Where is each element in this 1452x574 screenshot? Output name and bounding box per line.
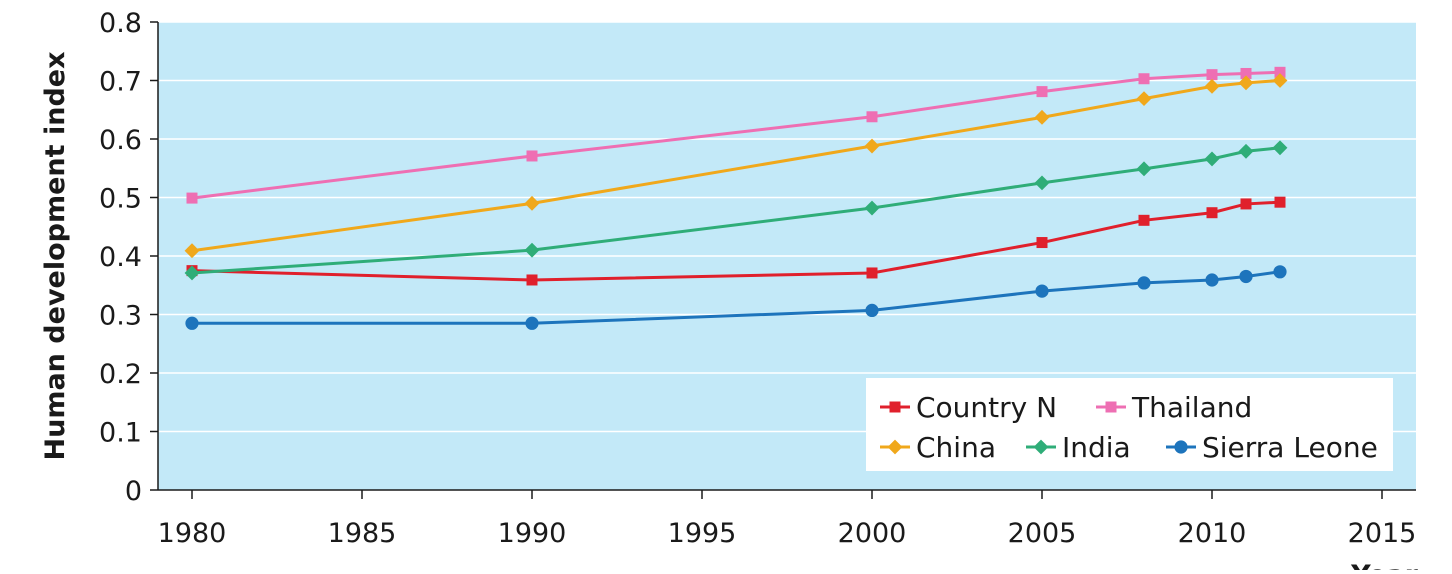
x-tick-label: 2005 bbox=[1008, 518, 1077, 549]
axes: 0 0.1 0.2 0.3 0.4 0.5 0.6 0.7 0.8 1980 1985 1990 199… bbox=[99, 8, 1416, 549]
data-point bbox=[1205, 273, 1219, 287]
y-tick-label: 0.4 bbox=[99, 242, 142, 273]
y-tick-label: 0.5 bbox=[99, 184, 142, 215]
data-point bbox=[526, 274, 538, 286]
data-point bbox=[1272, 140, 1288, 156]
y-tick-label: 0.3 bbox=[99, 301, 142, 332]
series-layer bbox=[184, 66, 1288, 330]
x-tick-label: 1980 bbox=[158, 518, 227, 549]
legend-item-sierra-leone: Sierra Leone bbox=[1166, 431, 1378, 464]
y-tick-label: 0.8 bbox=[99, 8, 142, 39]
legend-label: Sierra Leone bbox=[1202, 431, 1378, 464]
legend-item-thailand: Thailand bbox=[1096, 391, 1252, 424]
data-point bbox=[1206, 69, 1218, 81]
series-china bbox=[184, 73, 1288, 259]
data-point bbox=[1274, 66, 1286, 78]
data-point bbox=[1238, 143, 1254, 159]
y-tick-label: 0.1 bbox=[99, 418, 142, 449]
data-point bbox=[186, 192, 198, 204]
y-tick-label: 0.7 bbox=[99, 67, 142, 98]
data-point bbox=[865, 303, 879, 318]
data-point bbox=[1136, 161, 1152, 177]
legend-swatch-marker bbox=[1174, 440, 1188, 454]
data-point bbox=[1206, 207, 1218, 219]
x-tick-label: 2015 bbox=[1348, 518, 1417, 549]
series-india bbox=[184, 140, 1288, 281]
data-point bbox=[1138, 214, 1150, 226]
data-point bbox=[1238, 75, 1254, 91]
data-point bbox=[524, 242, 540, 258]
x-tick-label: 2010 bbox=[1178, 518, 1247, 549]
x-tick-label: 1990 bbox=[498, 518, 567, 549]
data-point bbox=[1274, 196, 1286, 208]
data-point bbox=[1138, 73, 1150, 85]
legend-swatch-marker bbox=[1105, 401, 1117, 413]
legend-label: Country N bbox=[916, 391, 1057, 424]
data-point bbox=[1036, 86, 1048, 98]
y-tick-label: 0 bbox=[125, 476, 142, 507]
data-point bbox=[1204, 151, 1220, 167]
data-point bbox=[524, 195, 540, 211]
legend-item-country-n: Country N bbox=[880, 391, 1057, 424]
y-tick-label: 0.2 bbox=[99, 359, 142, 390]
data-point bbox=[1137, 276, 1151, 290]
x-tick-label: 1995 bbox=[668, 518, 737, 549]
x-tick-label: 2000 bbox=[838, 518, 907, 549]
series-line bbox=[191, 200, 1281, 282]
data-point bbox=[1272, 73, 1288, 88]
legend-swatch-marker bbox=[889, 401, 901, 413]
data-point bbox=[1034, 109, 1050, 125]
data-point bbox=[866, 111, 878, 123]
legend-item-china: China bbox=[880, 431, 996, 464]
data-point bbox=[184, 265, 200, 281]
data-point bbox=[866, 267, 878, 279]
legend-swatch-marker bbox=[887, 439, 903, 455]
data-point bbox=[1239, 269, 1253, 284]
data-point bbox=[1273, 265, 1287, 279]
y-tick-label: 0.6 bbox=[99, 125, 142, 156]
data-point bbox=[184, 243, 200, 259]
data-point bbox=[185, 316, 199, 330]
y-axis-label: Human development index bbox=[40, 52, 71, 461]
series-country-n bbox=[186, 196, 1286, 286]
data-point bbox=[1034, 175, 1050, 191]
legend-item-india: India bbox=[1026, 431, 1131, 464]
data-point bbox=[1240, 67, 1252, 79]
legend-label: Thailand bbox=[1131, 391, 1252, 424]
data-point bbox=[525, 316, 539, 330]
x-tick-label: 1985 bbox=[328, 518, 397, 549]
series-line bbox=[191, 70, 1281, 200]
data-point bbox=[1036, 237, 1048, 249]
legend: Country N Thailand China India Sierra Leone bbox=[866, 378, 1393, 471]
legend-swatch-marker bbox=[1033, 439, 1049, 455]
data-point bbox=[864, 200, 880, 216]
data-point bbox=[1240, 198, 1252, 210]
legend-box bbox=[866, 378, 1393, 471]
series-thailand bbox=[186, 66, 1286, 204]
data-point bbox=[526, 150, 538, 162]
series-sierra-leone bbox=[185, 265, 1287, 330]
legend-label: China bbox=[916, 431, 996, 464]
data-point bbox=[1204, 78, 1220, 94]
data-point bbox=[864, 138, 880, 154]
x-axis-label: Year bbox=[1350, 560, 1419, 570]
data-point bbox=[1136, 91, 1152, 107]
data-point bbox=[1035, 284, 1049, 298]
legend-label: India bbox=[1062, 431, 1131, 464]
